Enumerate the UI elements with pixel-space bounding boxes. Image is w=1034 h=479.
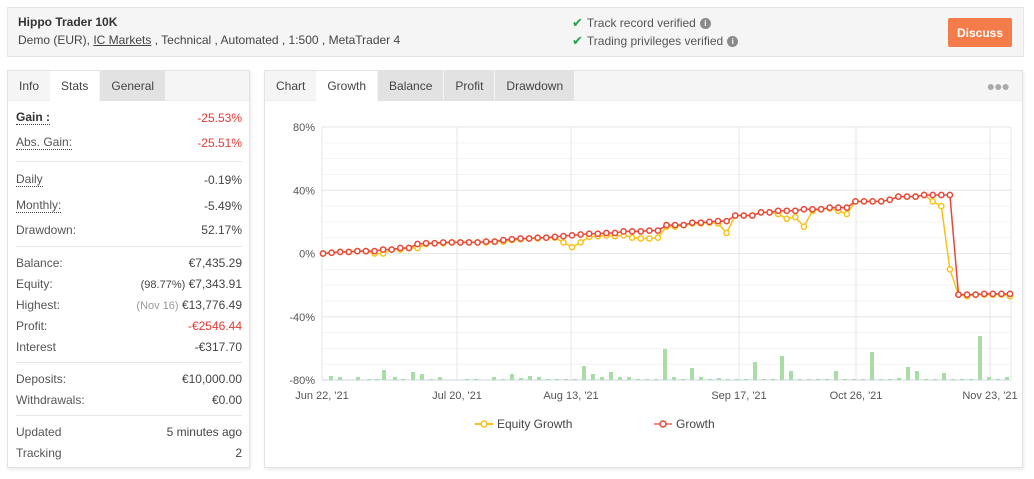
- gain-value: -25.53%: [197, 111, 242, 125]
- svg-text:-80%: -80%: [289, 375, 315, 387]
- account-subtitle: Demo (EUR), IC Markets , Technical , Aut…: [18, 33, 400, 47]
- daily-label[interactable]: Daily: [16, 172, 43, 187]
- highest-label: Highest:: [16, 297, 61, 312]
- svg-text:0%: 0%: [299, 249, 315, 261]
- trading-privileges-verified: ✔ Trading privileges verified i: [572, 33, 739, 49]
- broker-link[interactable]: IC Markets: [93, 33, 152, 47]
- profit-row: Profit: -€2546.44: [16, 315, 242, 336]
- legend-equity-growth[interactable]: Equity Growth: [475, 417, 572, 431]
- track-record-verified: ✔ Track record verified i: [572, 15, 711, 31]
- deposits-value: €10,000.00: [181, 371, 242, 386]
- divider: [16, 415, 242, 416]
- divider: [16, 161, 242, 162]
- svg-text:Aug 13, '21: Aug 13, '21: [543, 390, 598, 402]
- monthly-row: Monthly: -5.49%: [16, 193, 242, 219]
- balance-row: Balance: €7,435.29: [16, 252, 242, 273]
- growth-legend-icon: [654, 420, 672, 428]
- gain-label[interactable]: Gain :: [16, 110, 51, 125]
- legend-growth[interactable]: Growth: [654, 417, 715, 431]
- svg-text:80%: 80%: [293, 122, 315, 134]
- interest-value: -€317.70: [194, 339, 242, 354]
- profit-value: -€2546.44: [187, 318, 242, 333]
- divider: [16, 246, 242, 247]
- svg-text:Jun 22, '21: Jun 22, '21: [295, 390, 348, 402]
- svg-text:40%: 40%: [293, 185, 315, 197]
- deposits-row: Deposits: €10,000.00: [16, 368, 242, 389]
- svg-text:Nov 23, '21: Nov 23, '21: [962, 390, 1017, 402]
- abs-gain-value: -25.51%: [197, 136, 242, 150]
- updated-row: Updated 5 minutes ago: [16, 421, 242, 442]
- monthly-label[interactable]: Monthly:: [16, 198, 62, 213]
- tab-growth[interactable]: Growth: [316, 71, 378, 101]
- profit-label: Profit:: [16, 318, 48, 333]
- discuss-button[interactable]: Discuss: [948, 18, 1012, 47]
- check-icon: ✔: [572, 33, 583, 48]
- divider: [16, 362, 242, 363]
- tab-profit[interactable]: Profit: [444, 71, 495, 101]
- drawdown-value: 52.17%: [201, 223, 242, 237]
- svg-text:Sep 17, '21: Sep 17, '21: [711, 390, 766, 402]
- chart-tabs: Chart Growth Balance Profit Drawdown: [265, 71, 1022, 101]
- interest-row: Interest -€317.70: [16, 336, 242, 357]
- monthly-value: -5.49%: [203, 199, 242, 213]
- chart-panel: Chart Growth Balance Profit Drawdown ●●●…: [264, 70, 1023, 468]
- equity-value: €7,343.91: [188, 276, 242, 291]
- balance-label: Balance:: [16, 255, 63, 270]
- abs-gain-label[interactable]: Abs. Gain:: [16, 135, 73, 150]
- tab-chart[interactable]: Chart: [276, 79, 306, 93]
- account-header: Hippo Trader 10K Demo (EUR), IC Markets …: [7, 7, 1024, 57]
- drawdown-label: Drawdown:: [16, 223, 77, 237]
- svg-text:Oct 26, '21: Oct 26, '21: [830, 390, 883, 402]
- more-dots-icon[interactable]: ●●●: [986, 78, 1010, 94]
- tab-stats[interactable]: Stats: [50, 71, 100, 101]
- tab-general[interactable]: General: [100, 71, 166, 101]
- stats-tabs: Info Stats General: [8, 71, 249, 101]
- tracking-label: Tracking: [16, 445, 62, 460]
- tab-drawdown[interactable]: Drawdown: [495, 71, 575, 101]
- drawdown-row: Drawdown: 52.17%: [16, 219, 242, 241]
- equity-row: Equity: (98.77%) €7,343.91: [16, 273, 242, 294]
- balance-value: €7,435.29: [188, 255, 242, 270]
- deposits-label: Deposits:: [16, 371, 67, 386]
- highest-value: €13,776.49: [181, 297, 242, 312]
- updated-value: 5 minutes ago: [166, 424, 242, 439]
- svg-text:Jul 20, '21: Jul 20, '21: [432, 390, 482, 402]
- equity-growth-legend-icon: [475, 420, 493, 428]
- daily-value: -0.19%: [203, 173, 242, 187]
- updated-label: Updated: [16, 424, 62, 439]
- tab-info[interactable]: Info: [19, 79, 40, 93]
- withdrawals-label: Withdrawals:: [16, 392, 85, 407]
- tracking-row: Tracking 2: [16, 442, 242, 463]
- interest-label: Interest: [16, 339, 57, 354]
- highest-date: (Nov 16): [136, 299, 179, 312]
- tab-balance[interactable]: Balance: [378, 71, 444, 101]
- equity-label: Equity:: [16, 276, 53, 291]
- withdrawals-value: €0.00: [211, 392, 242, 407]
- gain-row: Gain : -25.53%: [16, 106, 242, 130]
- equity-percent: (98.77%): [140, 278, 186, 291]
- highest-row: Highest: (Nov 16) €13,776.49: [16, 294, 242, 315]
- check-icon: ✔: [572, 15, 583, 30]
- info-icon[interactable]: i: [699, 17, 711, 29]
- info-icon[interactable]: i: [727, 35, 739, 47]
- stats-panel: Info Stats General Gain : -25.53% Abs. G…: [7, 70, 250, 468]
- account-title: Hippo Trader 10K: [18, 15, 118, 29]
- growth-chart[interactable]: 80% 40% 0% -40% -80% Jun 22, '21 Jul 20, '21 Au…: [265, 101, 1024, 441]
- abs-gain-row: Abs. Gain: -25.51%: [16, 130, 242, 156]
- svg-text:-40%: -40%: [289, 312, 315, 324]
- account-type: Demo (EUR),: [18, 33, 94, 47]
- daily-row: Daily -0.19%: [16, 167, 242, 193]
- withdrawals-row: Withdrawals: €0.00: [16, 389, 242, 410]
- account-attributes: , Technical , Automated , 1:500 , MetaTr…: [151, 33, 401, 47]
- tracking-value: 2: [235, 445, 242, 460]
